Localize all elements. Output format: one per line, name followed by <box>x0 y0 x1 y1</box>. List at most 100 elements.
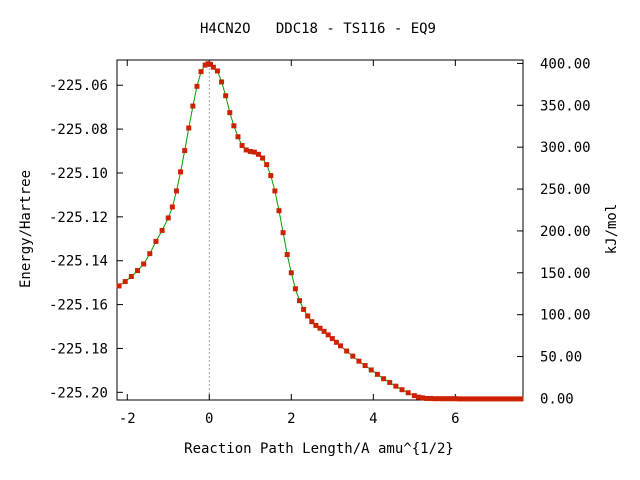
data-point <box>481 396 487 402</box>
data-point <box>325 332 331 338</box>
y-axis-label: Energy/Hartree <box>18 170 34 288</box>
y2-tick-label: 400.00 <box>540 56 591 72</box>
x-tick-label: 4 <box>369 411 377 427</box>
x-tick-label: -2 <box>119 411 136 427</box>
y-tick-label: -225.10 <box>49 166 108 182</box>
data-point <box>338 343 344 349</box>
data-point <box>510 396 516 402</box>
data-point <box>141 261 147 267</box>
data-point <box>477 396 483 402</box>
data-point <box>436 396 442 402</box>
data-point <box>420 395 426 401</box>
data-point <box>368 367 374 373</box>
data-point <box>497 396 503 402</box>
data-point <box>518 396 524 402</box>
data-point <box>272 188 278 194</box>
data-point <box>444 396 450 402</box>
data-point <box>301 306 307 312</box>
data-point <box>387 379 393 385</box>
data-point <box>344 348 350 354</box>
y-tick-label: -225.18 <box>49 341 108 357</box>
data-point <box>452 396 458 402</box>
data-point <box>288 270 294 276</box>
data-point <box>231 123 237 129</box>
data-point <box>461 396 467 402</box>
y2-tick-label: 350.00 <box>540 98 591 114</box>
data-point <box>239 143 245 149</box>
y2-tick-label: 200.00 <box>540 224 591 240</box>
y2-tick-label: 100.00 <box>540 308 591 324</box>
x-axis: -2 0 2 4 6 <box>119 60 460 427</box>
data-point <box>506 396 512 402</box>
data-point <box>186 125 192 131</box>
y2-axis-label: kJ/mol <box>604 204 620 255</box>
data-point <box>128 274 134 280</box>
data-point <box>493 396 499 402</box>
data-point <box>296 298 302 304</box>
chart-title: H4CN2O DDC18 - TS116 - EQ9 <box>200 21 436 37</box>
data-point <box>415 394 421 400</box>
data-point <box>147 251 153 257</box>
data-point <box>260 155 266 161</box>
data-point <box>214 68 220 74</box>
data-point <box>122 279 128 285</box>
data-point <box>264 162 270 168</box>
y2-tick-label: 0.00 <box>540 391 574 407</box>
data-point <box>198 69 204 75</box>
data-point <box>208 61 214 67</box>
data-point <box>190 103 196 109</box>
y-tick-label: -225.06 <box>49 78 108 94</box>
data-point <box>473 396 479 402</box>
data-point <box>223 93 229 99</box>
data-point <box>135 268 141 274</box>
data-point <box>194 83 200 89</box>
y2-tick-label: 250.00 <box>540 182 591 198</box>
data-point <box>424 395 430 401</box>
y-tick-label: -225.16 <box>49 298 108 314</box>
data-point <box>251 149 257 155</box>
data-point <box>374 371 380 377</box>
x-tick-label: 0 <box>205 411 213 427</box>
data-point <box>432 396 438 402</box>
data-point <box>502 396 508 402</box>
data-point <box>428 395 434 401</box>
data-point <box>219 79 225 85</box>
data-point <box>268 173 274 179</box>
plot-area-frame <box>116 59 524 401</box>
data-point <box>247 148 253 154</box>
y-tick-label: -225.08 <box>49 122 108 138</box>
data-series <box>116 61 524 402</box>
data-point <box>333 339 339 345</box>
data-point <box>465 396 471 402</box>
data-point <box>169 204 175 210</box>
data-point <box>255 151 261 157</box>
x-tick-label: 6 <box>451 411 459 427</box>
data-point <box>178 169 184 175</box>
data-point <box>456 396 462 402</box>
data-point <box>305 313 311 319</box>
x-tick-label: 2 <box>287 411 295 427</box>
data-point <box>235 134 241 140</box>
x-axis-label: Reaction Path Length/A amu^{1/2} <box>184 441 454 457</box>
data-point <box>356 358 362 364</box>
data-point <box>393 383 399 389</box>
data-point <box>514 396 520 402</box>
y-axis-right: 400.00 350.00 300.00 250.00 200.00 150.00 100.… <box>517 56 591 407</box>
data-point <box>153 238 159 244</box>
data-point <box>165 215 171 221</box>
y-tick-label: -225.12 <box>49 210 108 226</box>
data-point <box>469 396 475 402</box>
data-point <box>202 62 208 68</box>
data-point <box>329 336 335 342</box>
data-point <box>116 283 122 289</box>
y-axis-left: -225.06 -225.08 -225.10 -225.12 -225.14 -225.… <box>49 78 123 401</box>
data-point <box>243 147 249 153</box>
data-point <box>411 393 417 399</box>
data-point <box>309 319 315 325</box>
data-point <box>292 286 298 292</box>
data-point <box>440 396 446 402</box>
y-tick-label: -225.14 <box>49 254 108 270</box>
data-point <box>362 363 368 369</box>
y-tick-label: -225.20 <box>49 385 108 401</box>
